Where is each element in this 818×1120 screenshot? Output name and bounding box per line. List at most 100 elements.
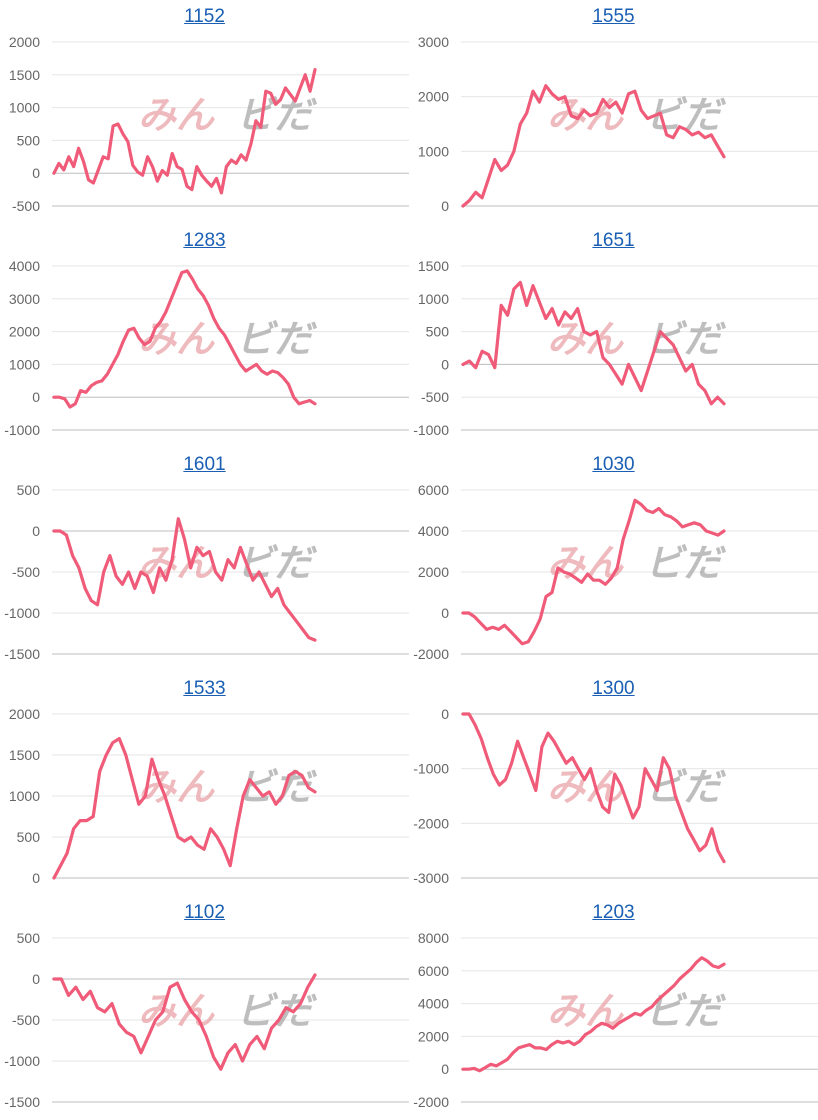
y-tick-label: -1000 <box>413 761 449 777</box>
series-line <box>52 269 317 409</box>
y-tick-label: 500 <box>17 132 41 148</box>
chart-svg: -1000 -500 0 500 1000 1500 みん ビだ <box>413 258 818 438</box>
chart-panel-1601: -1500 -1000 -500 0 500 みん ビだ 1601 <box>0 448 409 672</box>
watermark-text-left: みん <box>138 541 215 585</box>
watermark-logo: みん ビだ <box>138 989 317 1033</box>
y-tick-label: -1000 <box>4 605 40 621</box>
chart-title-link[interactable]: 1533 <box>183 678 226 699</box>
y-tick-label: -3000 <box>413 870 449 886</box>
y-tick-label: 2000 <box>418 564 449 580</box>
watermark-text-right: ビだ <box>645 541 726 585</box>
chart-title-link[interactable]: 1203 <box>592 902 635 923</box>
y-tick-label: -2000 <box>413 646 449 662</box>
y-tick-label: 0 <box>441 356 449 372</box>
y-tick-label: 2000 <box>418 1028 449 1044</box>
y-tick-label: 3000 <box>9 291 40 307</box>
y-tick-label: 4000 <box>418 523 449 539</box>
watermark-logo: みん ビだ <box>138 541 317 585</box>
series-line <box>461 712 726 864</box>
y-tick-label: 0 <box>32 165 40 181</box>
y-tick-label: -2000 <box>413 815 449 831</box>
series-line <box>52 973 317 1071</box>
series-line <box>461 498 726 646</box>
watermark-logo: みん ビだ <box>138 93 317 137</box>
chart-panel-1152: -500 0 500 1000 1500 2000 みん ビだ 1152 <box>0 0 409 224</box>
y-tick-label: 1500 <box>9 747 40 763</box>
series-line <box>461 280 726 406</box>
watermark-logo: みん ビだ <box>138 765 317 809</box>
chart-title-link[interactable]: 1601 <box>183 454 226 475</box>
y-tick-label: 2000 <box>418 89 449 105</box>
chart-title-link[interactable]: 1030 <box>592 454 635 475</box>
y-tick-label: 4000 <box>9 258 40 274</box>
watermark-logo: みん ビだ <box>547 317 726 361</box>
y-tick-label: 0 <box>441 1061 449 1077</box>
chart-panel-1300: -3000 -2000 -1000 0 みん ビだ 1300 <box>409 672 818 896</box>
chart-title-link[interactable]: 1555 <box>592 6 635 27</box>
chart-svg: -1500 -1000 -500 0 500 みん ビだ <box>4 930 409 1110</box>
y-tick-label: -1500 <box>4 646 40 662</box>
chart-title-link[interactable]: 1283 <box>183 230 226 251</box>
chart-title-link[interactable]: 1651 <box>592 230 635 251</box>
chart-panel-1283: -1000 0 1000 2000 3000 4000 みん ビだ 1283 <box>0 224 409 448</box>
chart-svg: -500 0 500 1000 1500 2000 みん ビだ <box>9 34 409 214</box>
y-tick-label: -1500 <box>4 1094 40 1110</box>
series-line <box>52 67 317 195</box>
y-tick-label: 2000 <box>9 324 40 340</box>
y-tick-label: 0 <box>441 198 449 214</box>
y-tick-label: 1500 <box>418 258 449 274</box>
chart-panel-1533: 0 500 1000 1500 2000 みん ビだ 1533 <box>0 672 409 896</box>
chart-svg: 0 500 1000 1500 2000 みん ビだ <box>9 706 409 886</box>
chart-panel-1651: -1000 -500 0 500 1000 1500 みん ビだ 1651 <box>409 224 818 448</box>
chart-panel-1102: -1500 -1000 -500 0 500 みん ビだ 1102 <box>0 896 409 1120</box>
watermark-text-right: ビだ <box>236 317 317 361</box>
chart-title-link[interactable]: 1102 <box>184 902 225 923</box>
chart-svg: -3000 -2000 -1000 0 みん ビだ <box>413 706 818 886</box>
y-tick-label: -2000 <box>413 1094 449 1110</box>
y-tick-label: -1000 <box>4 422 40 438</box>
chart-panel-1030: -2000 0 2000 4000 6000 みん ビだ 1030 <box>409 448 818 672</box>
chart-panel-1203: -2000 0 2000 4000 6000 8000 みん ビだ 1203 <box>409 896 818 1120</box>
y-tick-label: 0 <box>32 523 40 539</box>
watermark-text-right: ビだ <box>236 541 317 585</box>
watermark-text-right: ビだ <box>645 989 726 1033</box>
y-tick-label: -1000 <box>4 1053 40 1069</box>
y-tick-label: 0 <box>32 971 40 987</box>
y-tick-label: 0 <box>441 605 449 621</box>
y-tick-label: 8000 <box>418 930 449 946</box>
y-tick-label: -500 <box>12 198 40 214</box>
series-line <box>52 517 317 642</box>
y-tick-label: 1000 <box>9 100 40 116</box>
chart-svg: -1500 -1000 -500 0 500 みん ビだ <box>4 482 409 662</box>
y-tick-label: 1000 <box>418 291 449 307</box>
y-tick-label: -500 <box>12 564 40 580</box>
chart-panel-1555: 0 1000 2000 3000 みん ビだ 1555 <box>409 0 818 224</box>
y-tick-label: -500 <box>421 389 449 405</box>
chart-svg: -2000 0 2000 4000 6000 8000 みん ビだ <box>413 930 818 1110</box>
y-tick-label: 6000 <box>418 482 449 498</box>
watermark-text-left: みん <box>138 93 215 137</box>
y-tick-label: 1000 <box>9 356 40 372</box>
y-tick-label: 500 <box>17 930 41 946</box>
y-tick-label: 6000 <box>418 963 449 979</box>
y-tick-label: 500 <box>17 829 41 845</box>
y-tick-label: 2000 <box>9 34 40 50</box>
y-tick-label: 1000 <box>418 143 449 159</box>
y-tick-label: 4000 <box>418 996 449 1012</box>
watermark-text-right: ビだ <box>236 93 317 137</box>
y-tick-label: 500 <box>426 324 450 340</box>
chart-title-link[interactable]: 1300 <box>592 678 635 699</box>
y-tick-label: 1000 <box>9 788 40 804</box>
y-tick-label: 0 <box>32 870 40 886</box>
series-line <box>52 736 317 880</box>
y-tick-label: -1000 <box>413 422 449 438</box>
y-tick-label: -500 <box>12 1012 40 1028</box>
series-line <box>461 84 726 208</box>
chart-title-link[interactable]: 1152 <box>184 6 225 27</box>
series-line <box>461 956 726 1073</box>
y-tick-label: 0 <box>441 706 449 722</box>
